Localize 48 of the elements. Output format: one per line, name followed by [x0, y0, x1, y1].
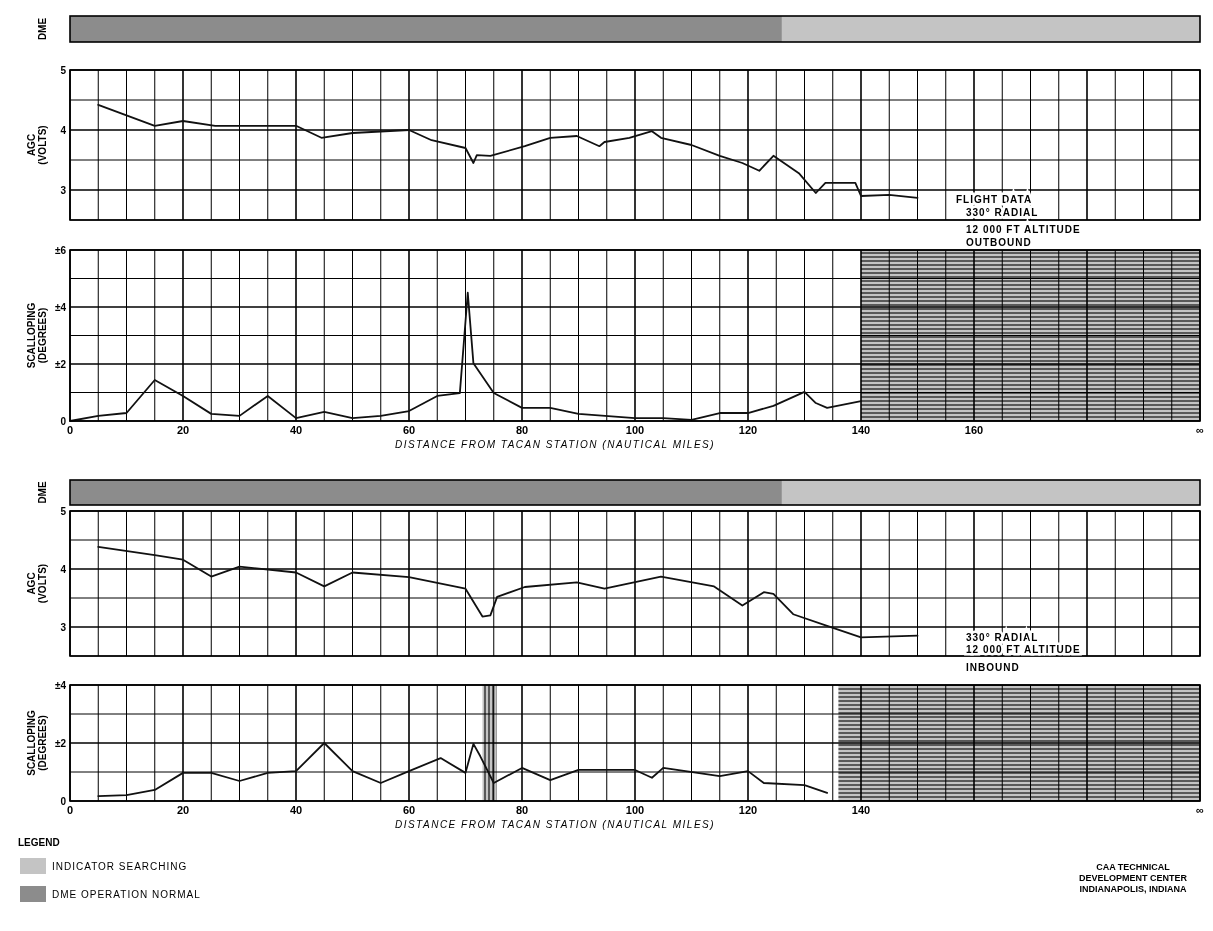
x-tick-label: 80 [515, 804, 529, 816]
x-tick-label: 100 [625, 804, 645, 816]
legend-title: LEGEND [18, 837, 60, 848]
x-tick-label: 120 [738, 424, 758, 436]
y-tick-label: ±2 [54, 737, 67, 749]
y-tick-label: 3 [60, 184, 67, 196]
y-tick-label: ±6 [54, 244, 67, 256]
y-tick-label: 5 [60, 64, 67, 76]
legend-label: INDICATOR SEARCHING [52, 861, 188, 872]
y-axis-title: AGC (VOLTS) [25, 563, 48, 604]
text: INBOUND [966, 662, 1020, 673]
x-tick-label: 20 [176, 424, 190, 436]
y-axis-title: DME [37, 481, 48, 504]
legend-label: DME OPERATION NORMAL [52, 889, 201, 900]
x-tick-label: 60 [402, 804, 416, 816]
y-tick-label: 5 [60, 505, 67, 517]
line-series [97, 742, 828, 797]
x-tick-label: 100 [625, 424, 645, 436]
x-tick-label: 40 [289, 424, 303, 436]
x-tick-label: 160 [964, 424, 984, 436]
line-series [97, 546, 919, 639]
line-series [97, 103, 919, 199]
y-tick-label: 0 [60, 795, 67, 807]
y-axis-title: AGC (VOLTS) [25, 125, 48, 165]
y-axis-title: SCALLOPING (DEGREES) [25, 302, 48, 369]
x-tick-label: 40 [289, 804, 303, 816]
text: CAA TECHNICAL DEVELOPMENT CENTER INDIANAPOLIS, INDIANA [1078, 862, 1188, 894]
x-tick-label: 140 [851, 424, 871, 436]
y-tick-label: 4 [60, 563, 67, 575]
y-tick-label: ±4 [54, 301, 67, 313]
y-tick-label: ±2 [54, 358, 67, 370]
x-tick-label: 20 [176, 804, 190, 816]
y-tick-label: 0 [60, 415, 67, 427]
x-tick-label: ∞ [1196, 424, 1205, 436]
text: OUTBOUND [966, 237, 1032, 248]
x-tick-label: 120 [738, 804, 758, 816]
text: 12 000 FT ALTITUDE [966, 224, 1081, 235]
x-tick-label: 80 [515, 424, 529, 436]
y-axis-title: SCALLOPING (DEGREES) [25, 710, 48, 776]
y-tick-label: 4 [60, 124, 67, 136]
x-axis-title: DISTANCE FROM TACAN STATION (NAUTICAL MILES) [394, 819, 716, 830]
y-tick-label: 3 [60, 621, 67, 633]
x-tick-label: ∞ [1196, 804, 1205, 816]
y-tick-label: ±4 [54, 679, 67, 691]
y-axis-title: DME [37, 17, 48, 41]
x-axis-title: DISTANCE FROM TACAN STATION (NAUTICAL MILES) [394, 439, 716, 450]
x-tick-label: 140 [851, 804, 871, 816]
x-tick-label: 60 [402, 424, 416, 436]
